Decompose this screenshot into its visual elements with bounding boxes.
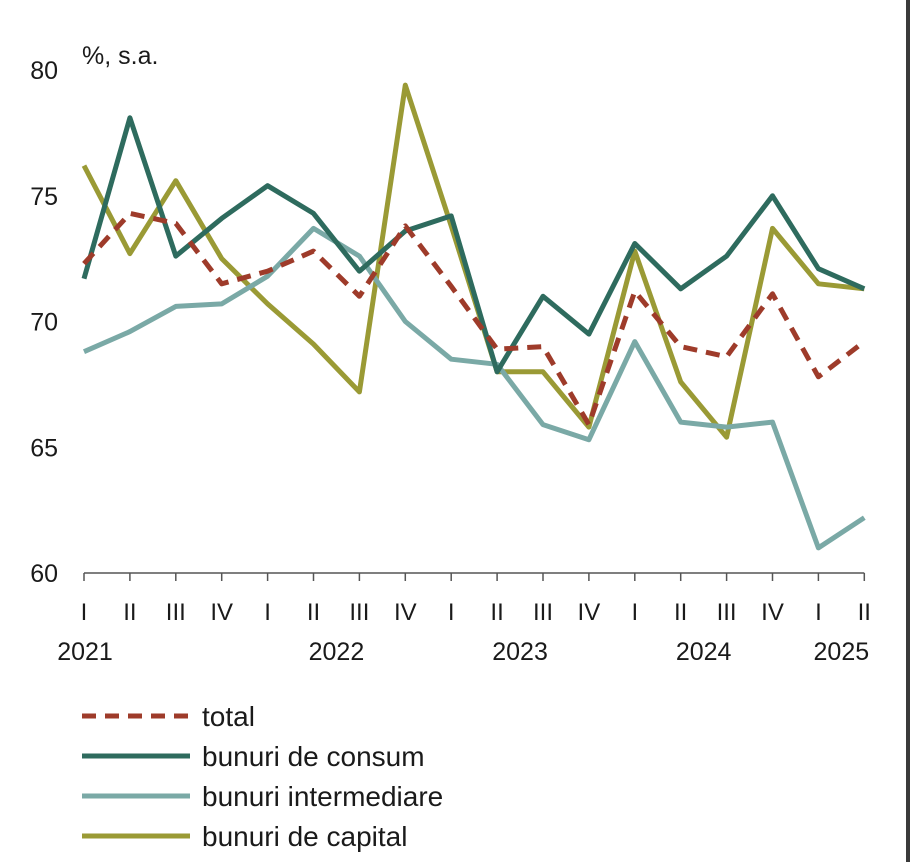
- x-tick-label: I: [815, 599, 822, 626]
- x-tick-label: III: [166, 599, 186, 626]
- x-tick-label: IV: [578, 599, 601, 626]
- series-line-bunuri-de-capital: [81, 82, 865, 440]
- y-tick-label: 80: [30, 57, 58, 85]
- x-tick-label: II: [123, 599, 136, 626]
- series-line-total: [82, 210, 866, 428]
- year-label: 2025: [814, 638, 870, 666]
- x-tick-label: II: [490, 599, 503, 626]
- x-tick-label: II: [307, 599, 320, 626]
- year-label: 2022: [309, 638, 365, 666]
- series-line-bunuri-de-consum: [81, 115, 866, 375]
- legend: total bunuri de consum bunuri intermediare…: [82, 701, 443, 852]
- series-layer: [81, 82, 866, 551]
- y-tick-label: 60: [30, 560, 58, 588]
- x-tick-label: I: [631, 599, 638, 626]
- x-tick-label: I: [448, 599, 455, 626]
- x-tick-label: III: [349, 599, 369, 626]
- frame-border: [906, 0, 910, 862]
- year-label: 2021: [57, 638, 113, 666]
- legend-label: bunuri de capital: [202, 821, 407, 852]
- x-tick-label: IV: [761, 599, 784, 626]
- x-tick-label: I: [264, 599, 271, 626]
- x-tick-label: IV: [394, 599, 417, 626]
- y-axis: 60 65 70 75 80: [30, 57, 58, 588]
- x-tick-label: III: [717, 599, 737, 626]
- unit-label: %, s.a.: [82, 42, 158, 70]
- x-tick-label: I: [81, 599, 88, 626]
- series-line-bunuri-intermediare: [82, 225, 866, 551]
- x-tick-label: IV: [210, 599, 233, 626]
- x-tick-label: II: [674, 599, 687, 626]
- y-tick-label: 75: [30, 183, 58, 211]
- year-label: 2024: [676, 638, 732, 666]
- x-tick-label: III: [533, 599, 553, 626]
- legend-label: bunuri de consum: [202, 741, 425, 772]
- y-tick-label: 65: [30, 434, 58, 462]
- y-tick-label: 70: [30, 309, 58, 337]
- x-tick-label: II: [858, 599, 871, 626]
- year-label: 2023: [492, 638, 548, 666]
- legend-label: bunuri intermediare: [202, 781, 443, 812]
- legend-label: total: [202, 701, 255, 732]
